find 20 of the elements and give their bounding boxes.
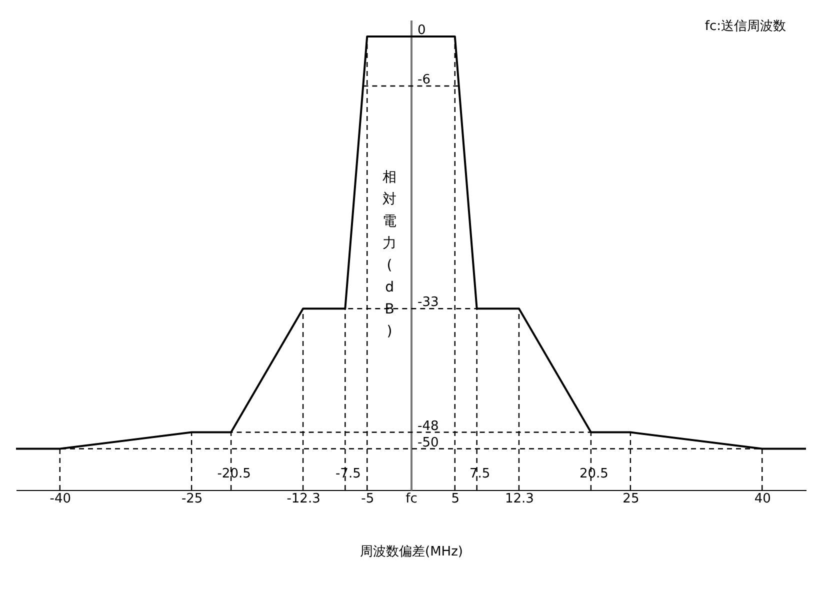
x-tick-label: 5: [451, 492, 460, 506]
annotation: -20.5: [217, 466, 251, 482]
x-tick-label: -5: [361, 492, 374, 506]
x-tick-label: -40: [50, 492, 72, 506]
x-tick-label: fc: [406, 492, 418, 506]
annotation: 20.5: [579, 466, 608, 482]
x-tick-label: 25: [622, 492, 640, 506]
y-tick-label: 0: [418, 22, 426, 38]
y-tick-label: -33: [418, 295, 439, 310]
y-tick-label: -6: [418, 72, 430, 88]
x-tick-label: 12.3: [504, 492, 534, 506]
y-tick-label: -48: [418, 418, 439, 434]
y-tick-label: -50: [418, 435, 439, 450]
annotation: 7.5: [469, 466, 490, 482]
x-tick-label: 40: [754, 492, 771, 506]
annotation: fc:送信周波数: [704, 19, 786, 34]
x-axis-title: 周波数偏差(MHz): [360, 544, 463, 560]
annotation: -7.5: [335, 466, 361, 482]
x-tick-label: -25: [181, 492, 203, 506]
x-tick-label: -12.3: [286, 492, 320, 506]
